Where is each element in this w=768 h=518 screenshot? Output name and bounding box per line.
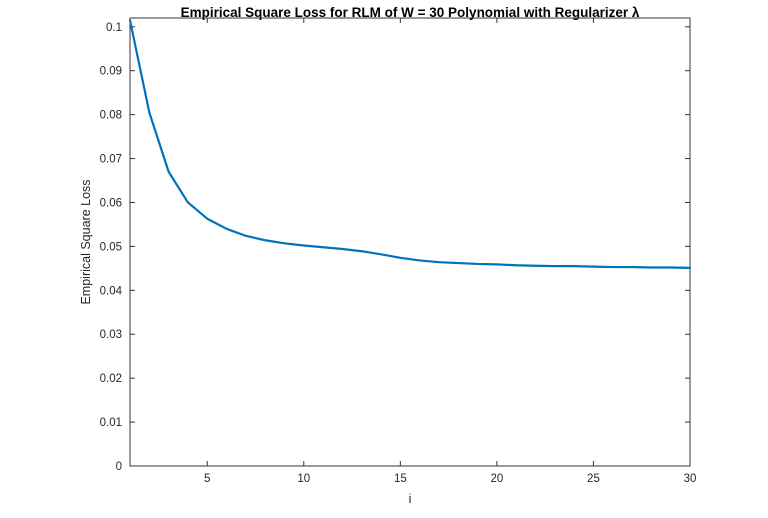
x-tick-label: 30 xyxy=(684,473,697,485)
y-tick-label: 0.04 xyxy=(100,285,123,297)
y-tick-label: 0.07 xyxy=(100,154,122,166)
loss-curve xyxy=(128,19,692,270)
x-tick-label: 25 xyxy=(587,473,600,485)
y-tick-label: 0.06 xyxy=(100,197,122,209)
y-tick-label: 0.08 xyxy=(100,110,122,122)
y-tick-label: 0.09 xyxy=(100,66,122,78)
x-tick-label: 15 xyxy=(394,473,407,485)
y-tick-label: 0.03 xyxy=(100,329,122,341)
chart-title: Empirical Square Loss for RLM of W = 30 … xyxy=(180,5,640,20)
y-tick-label: 0.05 xyxy=(100,241,122,253)
x-tick-label: 20 xyxy=(490,473,503,485)
x-axis-label: i xyxy=(408,492,412,506)
x-tick-label: 10 xyxy=(297,473,310,485)
y-tick-label: 0.02 xyxy=(100,373,122,385)
x-tick-label: 5 xyxy=(204,473,210,485)
axes-box xyxy=(129,17,691,467)
y-tick-label: 0.1 xyxy=(106,22,122,34)
y-tick-label: 0.01 xyxy=(100,417,122,429)
y-tick-label: 0 xyxy=(116,461,122,473)
